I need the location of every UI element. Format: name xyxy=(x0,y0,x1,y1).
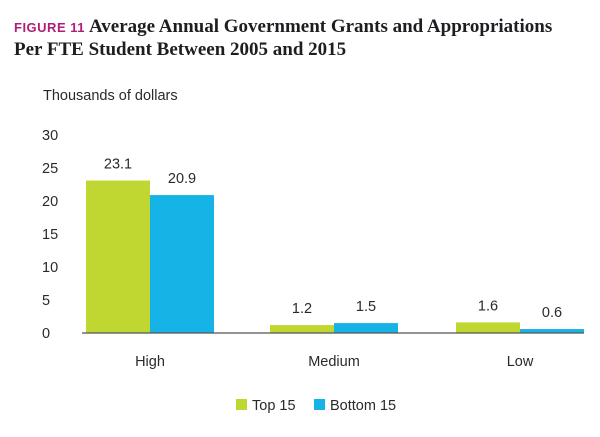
x-tick-label: Low xyxy=(507,354,534,370)
y-tick-label: 30 xyxy=(42,128,58,144)
bar-value-label: 0.6 xyxy=(542,305,562,321)
y-tick-label: 25 xyxy=(42,161,58,177)
legend-label: Bottom 15 xyxy=(330,398,396,414)
x-tick-label: Medium xyxy=(308,354,360,370)
x-tick-label: High xyxy=(135,354,165,370)
bar-bottom15-medium xyxy=(334,323,398,333)
bar-top15-medium xyxy=(270,325,334,333)
y-axis-label: Thousands of dollars xyxy=(43,88,178,104)
bars xyxy=(86,180,584,333)
legend-swatch-bottom15 xyxy=(314,399,325,410)
legend-label: Top 15 xyxy=(252,398,296,414)
x-axis-ticks: High Medium Low xyxy=(135,354,534,370)
bar-value-label: 1.6 xyxy=(478,298,498,314)
title-line-1: Average Annual Government Grants and App… xyxy=(88,16,553,37)
y-axis-ticks: 0 5 10 15 20 25 30 xyxy=(42,128,58,342)
bar-value-label: 1.5 xyxy=(356,299,376,315)
bar-value-label: 23.1 xyxy=(104,157,132,173)
bar-value-label: 20.9 xyxy=(168,171,196,187)
bar-top15-high xyxy=(86,180,150,333)
legend-swatch-top15 xyxy=(236,399,247,410)
bar-bottom15-low xyxy=(520,329,584,333)
chart-title: FIGURE 11 Average Annual Government Grant… xyxy=(14,16,594,61)
y-tick-label: 0 xyxy=(42,326,50,342)
y-tick-label: 5 xyxy=(42,293,50,309)
bar-bottom15-high xyxy=(150,195,214,333)
y-tick-label: 10 xyxy=(42,260,58,276)
y-tick-label: 15 xyxy=(42,227,58,243)
figure-label: FIGURE 11 xyxy=(14,20,85,35)
bar-top15-low xyxy=(456,322,520,333)
y-tick-label: 20 xyxy=(42,194,58,210)
value-labels: 23.1 20.9 1.2 1.5 1.6 0.6 xyxy=(104,157,562,322)
title-line-2: Per FTE Student Between 2005 and 2015 xyxy=(14,39,347,60)
bar-value-label: 1.2 xyxy=(292,301,312,317)
legend: Top 15 Bottom 15 xyxy=(236,398,396,414)
